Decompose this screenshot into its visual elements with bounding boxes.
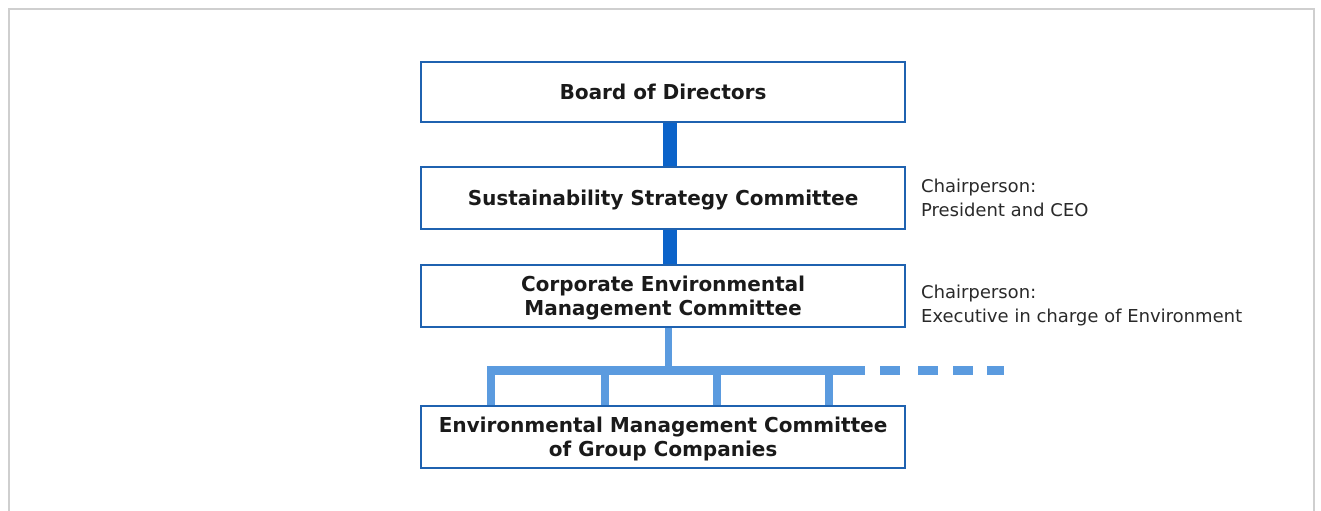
connector-group-leg-4 <box>825 366 833 405</box>
group-label-line-2: of Group Companies <box>548 437 778 461</box>
connector-group-leg-3 <box>713 366 721 405</box>
connector-board-to-sustainability <box>663 123 677 166</box>
sustainability-chairperson-value: President and CEO <box>921 200 1089 221</box>
corporate-environmental-management-committee-label: Corporate Environmental Management Commi… <box>521 272 805 320</box>
connector-group-bus <box>487 366 865 375</box>
board-of-directors-label: Board of Directors <box>559 80 767 104</box>
group-companies-committee-box: Environmental Management Committee of Gr… <box>420 405 906 469</box>
sustainability-chairperson-label: Chairperson: <box>921 176 1037 197</box>
connector-dash-3 <box>953 366 973 375</box>
connector-dash-2 <box>918 366 938 375</box>
corporate-environmental-management-committee-box: Corporate Environmental Management Commi… <box>420 264 906 328</box>
corporate-label-line-1: Corporate Environmental <box>521 272 805 296</box>
connector-corporate-stem <box>665 328 672 366</box>
connector-sustainability-to-corporate <box>663 230 677 264</box>
corporate-chairperson-label: Chairperson: <box>921 282 1037 303</box>
group-companies-committee-label: Environmental Management Committee of Gr… <box>439 413 888 461</box>
sustainability-strategy-committee-box: Sustainability Strategy Committee <box>420 166 906 230</box>
sustainability-strategy-committee-label: Sustainability Strategy Committee <box>467 186 859 210</box>
connector-group-leg-2 <box>601 366 609 405</box>
corporate-chairperson-note: Chairperson: Executive in charge of Envi… <box>921 281 1242 329</box>
connector-dash-4 <box>987 366 1004 375</box>
corporate-chairperson-value: Executive in charge of Environment <box>921 306 1243 327</box>
group-label-line-1: Environmental Management Committee <box>438 413 888 437</box>
corporate-label-line-2: Management Committee <box>524 296 802 320</box>
board-of-directors-box: Board of Directors <box>420 61 906 123</box>
sustainability-chairperson-note: Chairperson: President and CEO <box>921 175 1088 223</box>
connector-dash-1 <box>880 366 900 375</box>
connector-group-leg-1 <box>487 366 495 405</box>
